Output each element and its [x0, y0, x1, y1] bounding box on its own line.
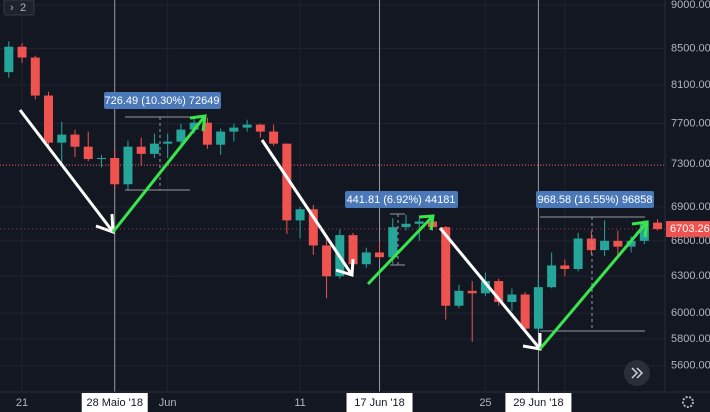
candle-body: [613, 240, 623, 247]
toggle-box[interactable]: [3, 0, 35, 16]
candle-body: [401, 223, 411, 228]
scroll-icon: [631, 367, 644, 379]
candle-body: [123, 146, 133, 185]
y-tick-label: 5600.00: [671, 360, 710, 372]
candle-body: [322, 245, 332, 277]
y-tick-label: 6600.00: [671, 235, 710, 247]
y-tick-label: 6900.00: [671, 201, 710, 213]
candle-body: [626, 240, 636, 247]
y-tick-label: 7700.00: [671, 118, 710, 130]
candle-body: [480, 281, 490, 294]
candle-body: [269, 131, 279, 144]
candle-body: [255, 124, 265, 132]
arrow: [111, 114, 207, 233]
candle-body: [57, 134, 67, 143]
candle-body: [507, 294, 517, 302]
candle-body: [176, 129, 186, 142]
candle-body: [520, 294, 530, 329]
candle-body: [96, 157, 106, 160]
x-tick-label: 21: [16, 397, 28, 409]
x-tick-label: 29 Jun '18: [513, 397, 563, 409]
y-tick-label: 6000.00: [671, 307, 710, 319]
candle-body: [4, 46, 14, 73]
candle-body: [136, 146, 146, 154]
y-tick-label: 7300.00: [671, 158, 710, 170]
indicator-toggle[interactable]: › 2: [3, 0, 35, 16]
annotation-box: [536, 191, 654, 208]
scroll-button[interactable]: [624, 360, 650, 386]
candle-body: [17, 46, 27, 58]
y-tick-label: 5800.00: [671, 333, 710, 345]
candle-body: [149, 143, 159, 154]
candle-body: [494, 281, 504, 302]
candle-body: [30, 57, 40, 96]
candle-body: [282, 143, 292, 221]
candle-body: [216, 131, 226, 145]
candle-body: [348, 235, 358, 265]
candle-body: [388, 227, 398, 258]
arrow: [538, 220, 649, 350]
gear-icon[interactable]: [682, 396, 694, 408]
candle-body: [414, 221, 424, 224]
y-tick-label: 6300.00: [671, 270, 710, 282]
y-tick-label: 8500.00: [671, 42, 710, 54]
candle-body: [83, 146, 93, 160]
candle-body: [547, 265, 557, 288]
x-label-box: [81, 393, 148, 412]
candle-body: [454, 290, 464, 306]
candle-body: [229, 127, 239, 132]
chevron: ›: [10, 2, 14, 14]
candle-body: [242, 124, 252, 128]
candle-body: [600, 240, 610, 251]
candle-body: [295, 209, 305, 221]
last-price-box: [666, 221, 710, 238]
annotation-box: [345, 191, 458, 208]
annotation: 968.58 (16.55%) 96858: [538, 194, 653, 206]
candle-body: [375, 252, 385, 258]
candle-body: [202, 122, 212, 145]
x-tick-label: Jun: [159, 397, 177, 409]
candle-body: [573, 238, 583, 270]
candle-body: [533, 287, 543, 329]
arrow: [366, 214, 435, 286]
arrow: [260, 139, 355, 278]
candle-body: [44, 95, 54, 143]
annotation: 441.81 (6.92%) 44181: [347, 194, 456, 206]
x-tick-label: 11: [294, 397, 305, 409]
candle-body: [163, 141, 173, 144]
drawing-tools: 726.49 (10.30%) 72649 441.81 (6.92%) 441…: [18, 92, 654, 351]
candle-body: [110, 157, 120, 185]
x-tick-label: 28 Maio '18: [86, 397, 143, 409]
x-tick-label: 25: [479, 397, 491, 409]
annotation-box: [104, 92, 221, 109]
x-label-box: [346, 393, 413, 412]
indicator-count: 2: [20, 2, 26, 14]
candle-body: [308, 209, 318, 246]
y-tick-label: 8100.00: [671, 79, 710, 91]
annotation: 726.49 (10.30%) 72649: [105, 95, 220, 107]
x-label-box: [505, 393, 572, 412]
candle-body: [560, 265, 570, 270]
candle-body: [467, 290, 477, 294]
last-price-label: 6703.26: [670, 223, 710, 235]
candle-body: [189, 122, 199, 130]
candle-body: [361, 252, 371, 265]
candle-body: [653, 222, 663, 230]
green-arrows: [111, 114, 649, 350]
settings-button[interactable]: [682, 396, 694, 408]
x-tick-label: 17 Jun '18: [354, 397, 404, 409]
y-tick-label: 9000.00: [671, 0, 710, 11]
candle-body: [441, 227, 451, 306]
candle-body: [586, 238, 596, 251]
candle-body: [70, 134, 80, 147]
